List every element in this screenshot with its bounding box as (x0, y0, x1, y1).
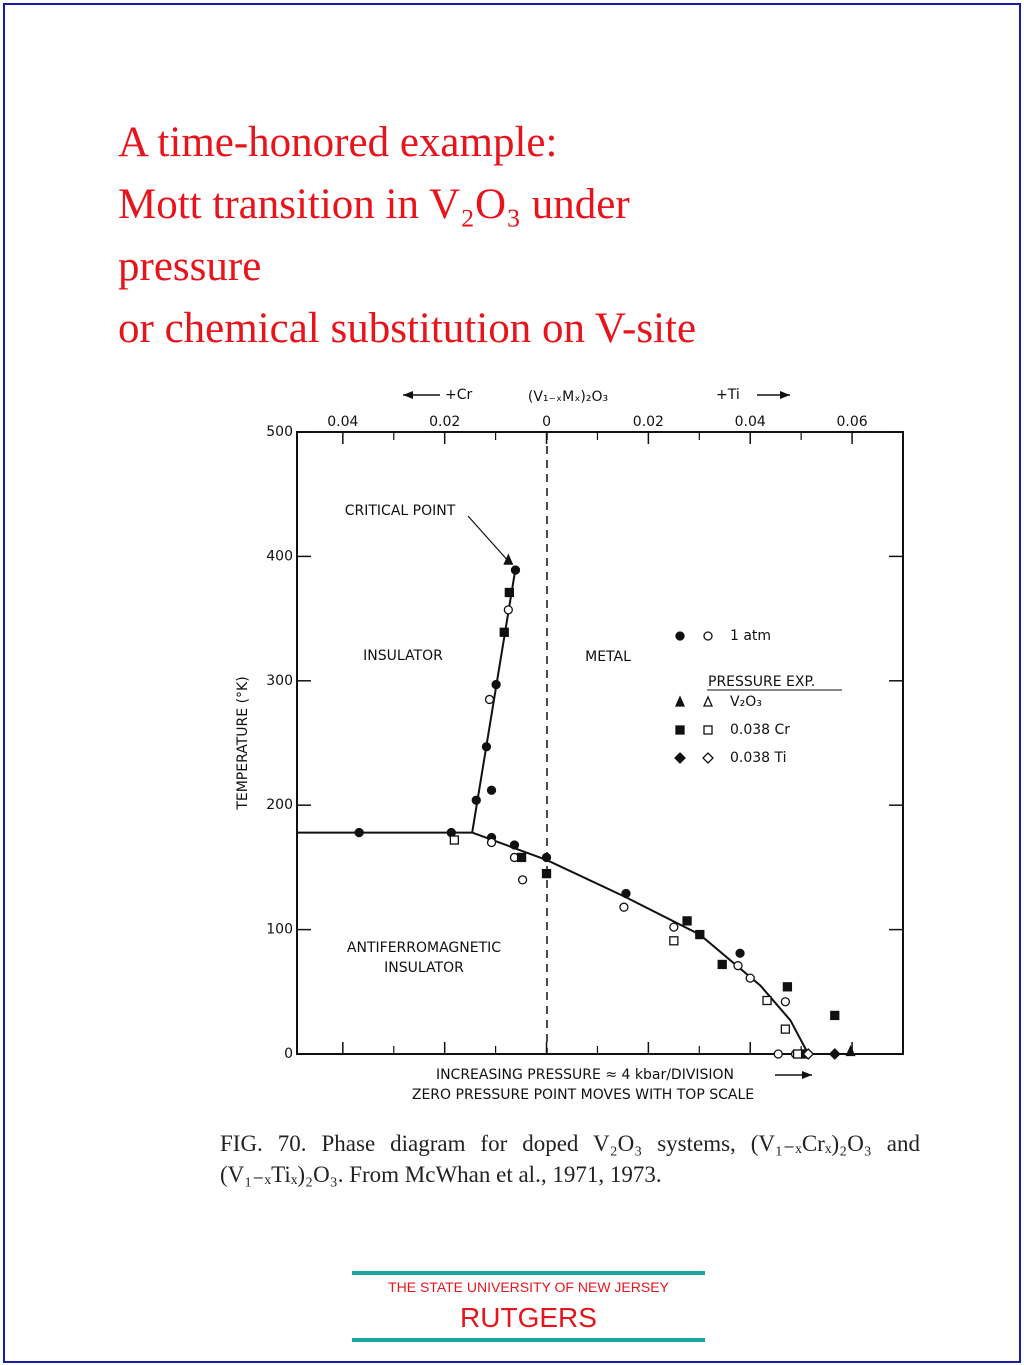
data-point (499, 627, 509, 637)
y-tick-label: 0 (284, 1046, 293, 1062)
title-line: A time-honored example: (118, 119, 558, 166)
footer-rule (352, 1338, 705, 1342)
title-line: Mott transition in V₂O₃ under (118, 181, 630, 228)
x-tick-label: 0.02 (429, 414, 460, 430)
data-point-open (780, 997, 791, 1007)
legend-label: 0.038 Cr (730, 722, 790, 738)
legend-title: PRESSURE EXP. (708, 674, 815, 690)
header-label: +Cr (445, 387, 473, 403)
legend-marker (674, 752, 686, 764)
y-tick-label: 100 (266, 922, 293, 938)
annotation: INSULATOR (363, 648, 443, 664)
x-tick-label: 0 (542, 414, 551, 430)
data-point (621, 888, 631, 899)
data-point (481, 742, 492, 752)
data-point (354, 827, 364, 838)
data-point-open (802, 1048, 815, 1060)
phase-boundary (471, 831, 810, 1055)
header-label: +Ti (716, 387, 740, 403)
legend-marker (703, 725, 713, 735)
data-point-open (449, 835, 460, 845)
university-line: THE STATE UNIVERSITY OF NEW JERSEY (388, 1279, 669, 1295)
data-point-open (517, 875, 528, 885)
data-point (845, 1044, 856, 1057)
data-point-open (773, 1049, 783, 1059)
x-tick-label: 0.04 (735, 414, 766, 430)
phase-diagram: 0 100 200 300 400 500 0.04 0.02 0 0.02 0.04 0.06 +Cr… (235, 387, 904, 1103)
slide-frame (3, 3, 1021, 1363)
legend-marker (702, 752, 714, 764)
x-tick-label: 0.06 (836, 414, 867, 430)
data-point-open (619, 902, 629, 912)
data-point (782, 982, 793, 992)
data-point (504, 587, 515, 598)
slide-title: A time-honored example: Mott transition i… (118, 112, 696, 360)
annotation: ANTIFERROMAGNETIC (347, 940, 501, 956)
x-axis-label: ZERO PRESSURE POINT MOVES WITH TOP SCALE (412, 1087, 754, 1103)
title-line: pressure (118, 243, 262, 290)
arrow-head (403, 391, 413, 399)
data-point (828, 1048, 841, 1060)
annotation: INSULATOR (384, 960, 464, 976)
data-point-open (780, 1024, 791, 1034)
data-point-open (669, 922, 679, 932)
x-tick-label: 0.02 (633, 414, 664, 430)
data-point (516, 852, 527, 863)
data-point-open (503, 605, 513, 615)
data-point (541, 852, 552, 863)
legend-marker (674, 695, 686, 707)
legend-marker (675, 631, 685, 641)
y-tick-label: 200 (266, 797, 293, 813)
data-point (503, 553, 514, 565)
legend-marker (702, 695, 714, 707)
data-point (735, 948, 745, 958)
data-point-open (669, 936, 679, 946)
x-axis-label: INCREASING PRESSURE ≈ 4 kbar/DIVISION (436, 1067, 734, 1083)
data-point (510, 565, 521, 575)
data-point (541, 868, 552, 879)
header-label: (V₁₋ₓMₓ)₂O₃ (528, 389, 608, 405)
annotation: CRITICAL POINT (345, 503, 456, 519)
legend-label: 0.038 Ti (730, 750, 787, 766)
data-point-open (792, 1049, 803, 1059)
arrow-head (780, 391, 790, 399)
data-point (486, 785, 497, 795)
plot-frame (296, 431, 904, 1055)
data-point-open (762, 995, 772, 1006)
data-point (446, 827, 456, 838)
annotation-arrow (467, 515, 511, 564)
y-tick-label: 300 (266, 673, 293, 689)
data-point (471, 795, 481, 805)
data-point (695, 929, 705, 940)
data-point-open (745, 973, 755, 983)
data-point-open (486, 837, 497, 848)
data-point-open (733, 961, 743, 971)
y-tick-label: 500 (266, 424, 293, 440)
title-line: or chemical substitution on V-site (118, 305, 697, 352)
x-tick-label: 0.04 (327, 414, 358, 430)
data-point (682, 916, 692, 926)
data-point (509, 840, 520, 850)
data-point (830, 1010, 840, 1021)
y-tick-label: 400 (266, 548, 293, 564)
legend-marker (675, 725, 685, 735)
annotation: METAL (585, 649, 631, 665)
data-point (491, 679, 501, 690)
footer-rule (352, 1271, 705, 1275)
data-point-open (484, 694, 495, 705)
legend-label: 1 atm (730, 628, 771, 644)
legend-marker (703, 631, 713, 641)
legend-label: V₂O₃ (730, 694, 762, 710)
figure-caption: FIG. 70. Phase diagram for doped V₂O₃ sy… (220, 1131, 920, 1187)
university-name: RUTGERS (460, 1302, 597, 1333)
arrow-head (802, 1071, 812, 1079)
y-axis-label: TEMPERATURE (°K) (235, 676, 251, 810)
data-point (717, 959, 727, 970)
